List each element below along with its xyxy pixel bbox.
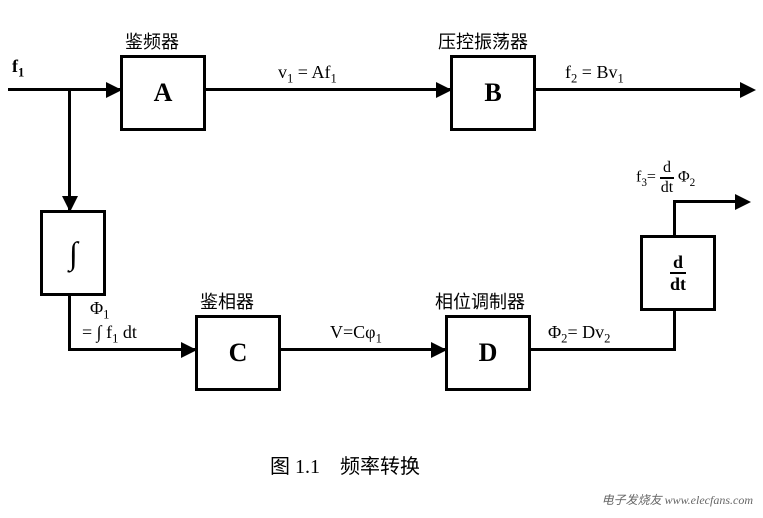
arrow-b-out [740, 82, 756, 98]
block-d-label: D [479, 338, 498, 368]
wire-d-up [673, 308, 676, 351]
wire-a-to-b [203, 88, 450, 91]
wire-b-out [533, 88, 748, 91]
block-integrator: ∫ [40, 210, 106, 296]
block-a-title: 鉴频器 [125, 28, 179, 54]
wire-branch-to-int [68, 88, 71, 210]
arrow-to-c [181, 342, 197, 358]
figure-caption: 图 1.1 频率转换 [270, 450, 420, 479]
block-c-title: 鉴相器 [200, 288, 254, 314]
signal-v-mid-label: V=Cφ1 [330, 322, 382, 347]
block-b-label: B [484, 78, 501, 108]
signal-v1-label: v1 = Af1 [278, 62, 337, 87]
arrow-to-a [106, 82, 122, 98]
arrow-to-b [436, 82, 452, 98]
block-d-title: 相位调制器 [435, 288, 525, 314]
block-c: C [195, 315, 281, 391]
watermark: 电子发烧友 www.elecfans.com [602, 491, 753, 508]
block-b: B [450, 55, 536, 131]
block-a-label: A [154, 78, 173, 108]
wire-d-right [528, 348, 673, 351]
arrow-to-int [62, 196, 78, 212]
arrow-ddt-out [735, 194, 751, 210]
arrow-to-d [431, 342, 447, 358]
block-b-title: 压控振荡器 [438, 28, 528, 54]
signal-f2-label: f2 = Bv1 [565, 62, 624, 87]
signal-f3-label: f3= ddt Φ2 [636, 160, 695, 196]
wire-ddt-up [673, 200, 676, 235]
wire-ddt-right [673, 200, 743, 203]
wire-int-down [68, 293, 71, 351]
block-differentiator: ddt [640, 235, 716, 311]
input-f1-label: f1 [12, 56, 24, 81]
block-c-label: C [229, 338, 248, 368]
wire-int-to-c [68, 348, 195, 351]
signal-phi1-lhs: Φ1 [90, 298, 109, 323]
signal-phi2-label: Φ2= Dv2 [548, 322, 610, 347]
wire-in-to-a [8, 88, 120, 91]
frequency-conversion-diagram: 鉴频器 A 压控振荡器 B ∫ 鉴相器 C 相位调制器 D ddt f1 v1 … [0, 0, 763, 518]
wire-c-to-d [278, 348, 445, 351]
block-a: A [120, 55, 206, 131]
signal-phi1-rhs: = ∫ f1 dt [82, 322, 137, 347]
integrator-symbol: ∫ [69, 235, 78, 272]
ddt-symbol: ddt [670, 253, 686, 293]
block-d: D [445, 315, 531, 391]
